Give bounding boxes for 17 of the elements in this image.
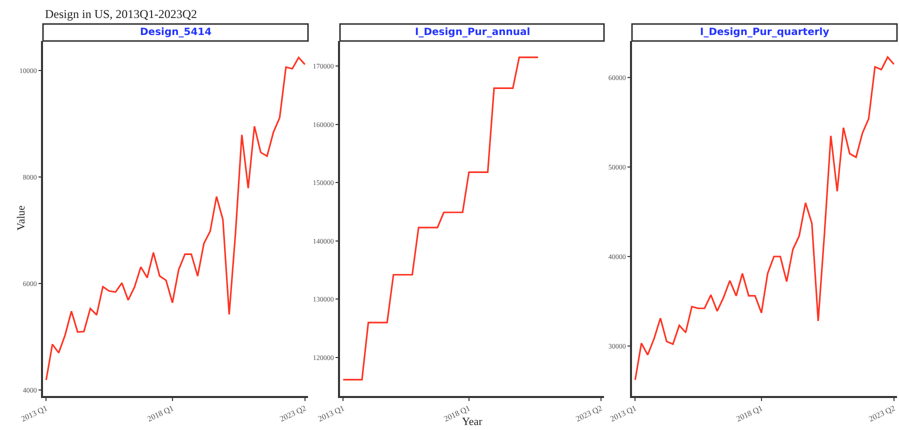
line-series <box>634 56 895 381</box>
chart-title: I_Design_Pur_quarterly <box>700 27 830 38</box>
line-series <box>45 56 306 381</box>
x-tick-label: 2018 Q1 <box>146 404 175 424</box>
chart-title: I_Design_Pur_annual <box>415 27 530 38</box>
line-series <box>342 56 539 380</box>
x-tick-label: 2023 Q2 <box>278 404 308 424</box>
x-tick-label: 2013 Q1 <box>608 404 638 424</box>
y-axis-title: Value <box>16 205 28 230</box>
x-tick-label: 2018 Q1 <box>734 404 764 424</box>
chart-title: Design_5414 <box>140 27 212 38</box>
x-tick-label: 2013 Q1 <box>20 404 49 424</box>
x-tick-label: 2023 Q2 <box>574 404 604 424</box>
text: Design in US, 2013Q1-2023Q2 <box>45 7 197 21</box>
x-axis-title: Year <box>462 416 483 428</box>
x-tick-label: 2013 Q1 <box>316 404 346 424</box>
x-tick-label: 2023 Q2 <box>867 404 896 424</box>
